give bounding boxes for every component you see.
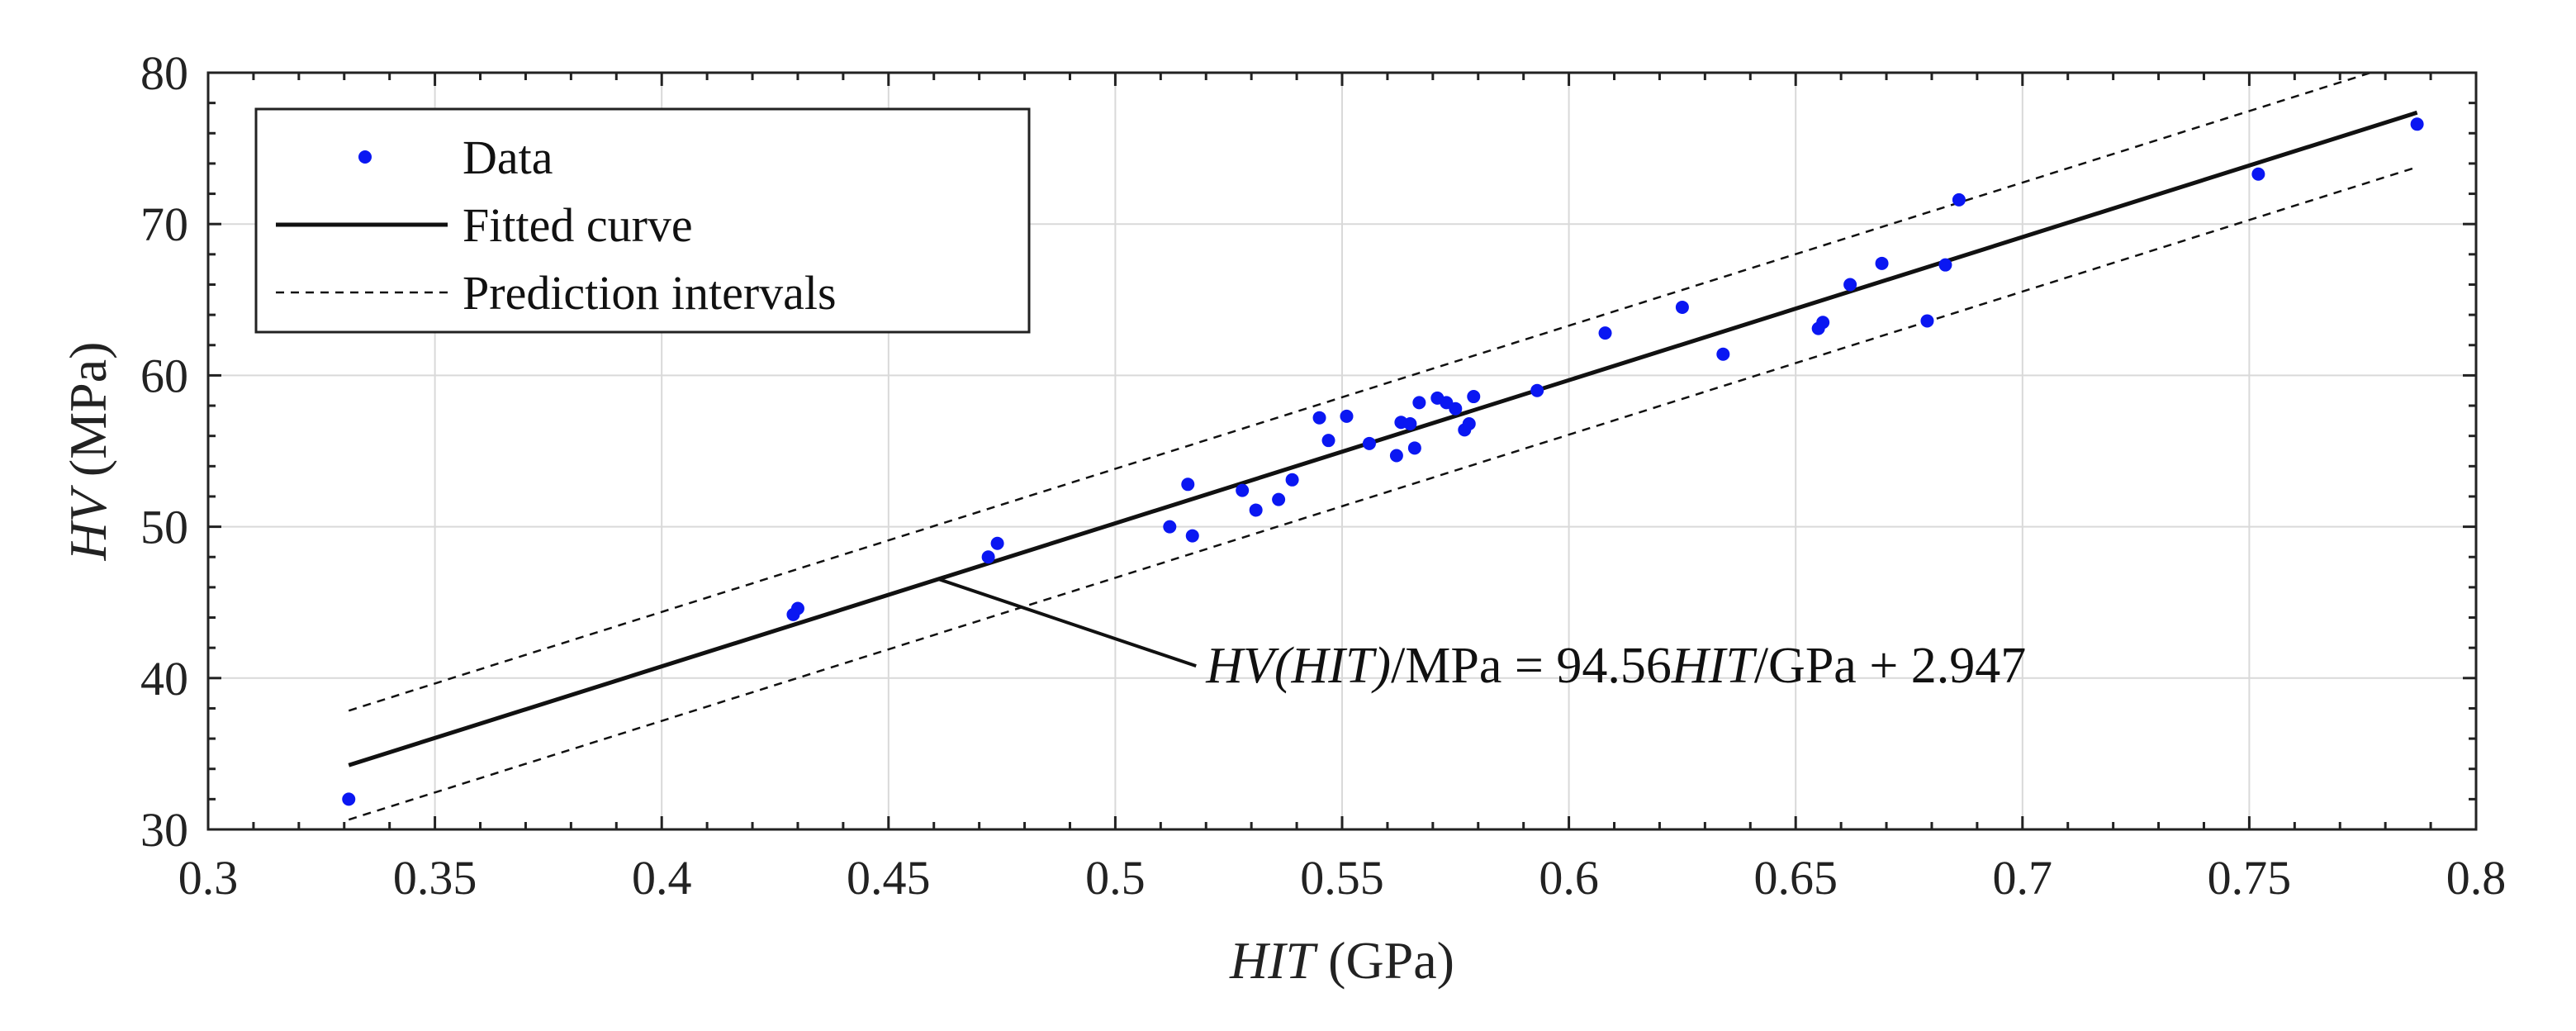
- legend-entry: Fitted curve: [463, 198, 693, 252]
- data-point: [1312, 411, 1326, 425]
- x-tick-label: 0.8: [2446, 851, 2507, 905]
- data-point: [2410, 117, 2424, 131]
- data-point: [981, 550, 995, 564]
- data-point: [1321, 434, 1335, 448]
- data-point: [990, 536, 1004, 550]
- prediction-intervals: [348, 71, 2417, 821]
- data-point: [1449, 401, 1463, 416]
- x-axis-label-unit: (GPa): [1315, 931, 1454, 990]
- data-point: [1181, 477, 1195, 492]
- data-point: [1530, 383, 1544, 397]
- upper-prediction-interval: [348, 71, 2371, 712]
- axis-ticks: 0.3 0.35 0.4 0.45 0.5 0.55 0.6 0.65 0.7 0.75 0.8 30…: [140, 46, 2506, 905]
- legend-entry: Prediction intervals: [463, 266, 837, 320]
- x-tick-label: 0.75: [2208, 851, 2292, 905]
- fitted-curve-layer: [348, 110, 2418, 767]
- equation-annotation: HV(HIT)/MPa = 94.56HIT/GPa + 2.947: [937, 577, 2026, 694]
- data-point: [342, 792, 356, 806]
- data-point: [1412, 396, 1426, 410]
- equation-part: /MPa = 94.56: [1391, 638, 1672, 694]
- data-point: [2251, 167, 2265, 181]
- legend: Data Fitted curve Prediction intervals: [254, 107, 1031, 334]
- data-point: [1407, 441, 1421, 455]
- x-tick-label: 0.6: [1539, 851, 1599, 905]
- x-axis-label: HIT (GPa): [1229, 931, 1454, 990]
- data-point: [1285, 473, 1299, 487]
- y-tick-label: 40: [140, 652, 188, 706]
- y-tick-label: 80: [140, 46, 188, 100]
- x-tick-label: 0.65: [1753, 851, 1838, 905]
- x-tick-label: 0.35: [393, 851, 477, 905]
- y-tick-label: 30: [140, 803, 188, 857]
- equation-part: /GPa + 2.947: [1754, 638, 2026, 694]
- data-point: [1920, 314, 1934, 328]
- y-tick-label: 70: [140, 197, 188, 251]
- y-axis-label: HV (MPa): [59, 342, 117, 562]
- data-point: [1816, 316, 1830, 330]
- data-points: [342, 117, 2424, 806]
- legend-box: [254, 107, 1031, 334]
- legend-entry: Data: [463, 131, 553, 184]
- y-tick-label: 60: [140, 349, 188, 402]
- data-point: [1952, 192, 1966, 207]
- data-point: [790, 601, 804, 615]
- data-point: [1938, 258, 1952, 272]
- data-point: [1675, 300, 1689, 314]
- annotation-leader-line: [937, 577, 1197, 668]
- equation-part: HIT: [1671, 638, 1758, 694]
- data-point: [1163, 520, 1177, 534]
- x-tick-label: 0.4: [632, 851, 692, 905]
- data-point: [1272, 492, 1286, 506]
- x-tick-label: 0.3: [178, 851, 239, 905]
- data-point: [1362, 436, 1376, 450]
- equation-part: HV(HIT): [1205, 638, 1391, 694]
- legend-data-marker: [358, 150, 372, 164]
- data-point: [1236, 483, 1250, 497]
- data-point: [1249, 503, 1263, 517]
- data-point: [1843, 278, 1857, 292]
- x-axis-label-symbol: HIT: [1229, 931, 1319, 990]
- data-point: [1389, 449, 1403, 463]
- data-point: [1462, 417, 1476, 431]
- data-point: [1467, 390, 1481, 404]
- x-tick-label: 0.7: [1993, 851, 2053, 905]
- data-point: [1185, 529, 1199, 543]
- x-tick-label: 0.45: [847, 851, 931, 905]
- x-tick-label: 0.55: [1300, 851, 1384, 905]
- y-tick-label: 50: [140, 501, 188, 554]
- y-axis-label-unit: (MPa): [59, 342, 117, 491]
- data-point: [1403, 417, 1417, 431]
- y-axis-label-symbol: HV: [59, 484, 117, 561]
- data-point: [1598, 326, 1612, 340]
- data-point: [1340, 409, 1354, 423]
- lower-prediction-interval: [348, 166, 2417, 821]
- equation-label: HV(HIT)/MPa = 94.56HIT/GPa + 2.947: [1205, 638, 2026, 694]
- data-point: [1875, 256, 1889, 270]
- fitted-curve: [348, 110, 2418, 767]
- x-tick-label: 0.5: [1085, 851, 1146, 905]
- data-point: [1716, 347, 1730, 361]
